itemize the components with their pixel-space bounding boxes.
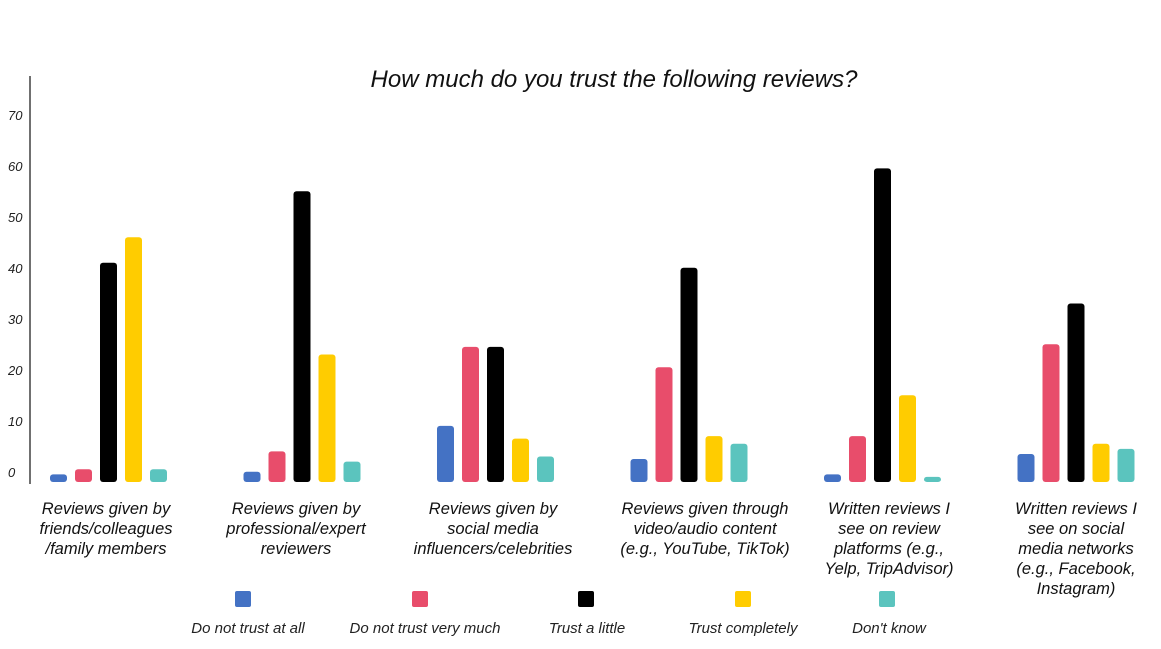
bar-1-series-1	[50, 474, 67, 482]
category-label-line: friends/colleagues	[40, 520, 173, 538]
category-label-line: platforms (e.g.,	[833, 540, 944, 558]
y-tick-label: 0	[8, 465, 16, 480]
category-label-line: Written reviews I	[1015, 500, 1137, 518]
bar-5-series-1	[824, 474, 841, 482]
legend-label: Trust a little	[549, 620, 625, 637]
category-label-line: (e.g., Facebook,	[1016, 560, 1135, 578]
legend-swatch	[735, 591, 751, 607]
bar-1-series-5	[150, 469, 167, 482]
legend-label: Don't know	[852, 620, 927, 637]
bar-5-series-2	[849, 436, 866, 482]
bar-5-series-5	[924, 476, 941, 482]
category-label-line: influencers/celebrities	[414, 540, 573, 558]
legend: Do not trust at all Do not trust very muc…	[191, 591, 927, 637]
bar-3-series-3	[487, 346, 504, 482]
category-label-line: media networks	[1018, 540, 1134, 558]
bar-1-series-2	[75, 469, 92, 482]
bar-6-series-4	[1092, 443, 1110, 482]
bar-6-series-2	[1042, 344, 1060, 482]
y-axis-ticks: 0 10 20 30 40 50 60 70	[7, 108, 23, 480]
category-label-line: social media	[447, 520, 539, 538]
bar-2-series-2	[268, 451, 286, 482]
legend-swatch	[412, 591, 428, 607]
bar-5-series-4	[899, 395, 916, 482]
bar-6-series-5	[1117, 448, 1135, 482]
category-label-line: see on review	[838, 520, 941, 538]
category-label-line: (e.g., YouTube, TikTok)	[620, 540, 789, 558]
category-label: Reviews given by social media influencers/…	[414, 500, 573, 558]
y-tick-label: 10	[8, 414, 23, 429]
legend-label: Do not trust very much	[350, 620, 501, 637]
bar-6-series-1	[1017, 453, 1035, 482]
bar-2-series-3	[293, 191, 311, 483]
legend-label: Do not trust at all	[191, 620, 305, 637]
category-label-line: professional/expert	[225, 520, 367, 538]
bar-1-series-3	[100, 262, 117, 482]
bar-4-series-2	[655, 367, 673, 482]
y-tick-label: 60	[8, 159, 23, 174]
category-label-line: Yelp, TripAdvisor)	[825, 560, 954, 578]
bar-4-series-4	[705, 436, 723, 482]
category-label: Written reviews I see on review platforms …	[825, 500, 954, 578]
bar-4-series-3	[680, 267, 698, 482]
bar-4-series-5	[730, 443, 748, 482]
legend-swatch	[578, 591, 594, 607]
bar-3-series-5	[537, 456, 554, 482]
bar-3-series-2	[462, 346, 479, 482]
bar-4-series-1	[630, 459, 648, 482]
category-label: Reviews given through video/audio content…	[620, 500, 789, 558]
category-label-line: /family members	[44, 540, 166, 558]
bar-1-series-4	[125, 237, 142, 482]
y-tick-label: 50	[8, 210, 23, 225]
category-label-line: Reviews given through	[622, 500, 789, 518]
y-tick-label: 20	[7, 363, 23, 378]
legend-swatch	[879, 591, 895, 607]
category-label-line: reviewers	[261, 540, 332, 558]
category-label: Reviews given by professional/expert revie…	[225, 500, 367, 558]
chart-title: How much do you trust the following revi…	[371, 66, 859, 93]
bar-2-series-5	[343, 461, 361, 482]
category-label-line: Reviews given by	[429, 500, 559, 518]
y-tick-label: 30	[8, 312, 23, 327]
category-label-line: Instagram)	[1037, 580, 1116, 598]
category-label-line: see on social	[1028, 520, 1126, 538]
bar-5-series-3	[874, 168, 891, 482]
category-labels: Reviews given by friends/colleagues/famil…	[40, 500, 1138, 598]
bar-2-series-1	[243, 471, 261, 482]
bar-3-series-4	[512, 438, 529, 482]
category-label-line: Reviews given by	[232, 500, 362, 518]
bar-3-series-1	[437, 425, 454, 482]
category-label: Reviews given by friends/colleagues/famil…	[40, 500, 173, 558]
y-tick-label: 40	[8, 261, 23, 276]
category-label: Written reviews I see on social media netw…	[1015, 500, 1137, 598]
category-label-line: video/audio content	[633, 520, 778, 538]
bar-6-series-3	[1067, 303, 1085, 482]
y-tick-label: 70	[8, 108, 23, 123]
legend-swatch	[235, 591, 251, 607]
legend-label: Trust completely	[689, 620, 799, 637]
category-label-line: Reviews given by	[42, 500, 172, 518]
category-label-line: Written reviews I	[828, 500, 950, 518]
bar-2-series-4	[318, 354, 336, 482]
bars	[50, 168, 1135, 483]
